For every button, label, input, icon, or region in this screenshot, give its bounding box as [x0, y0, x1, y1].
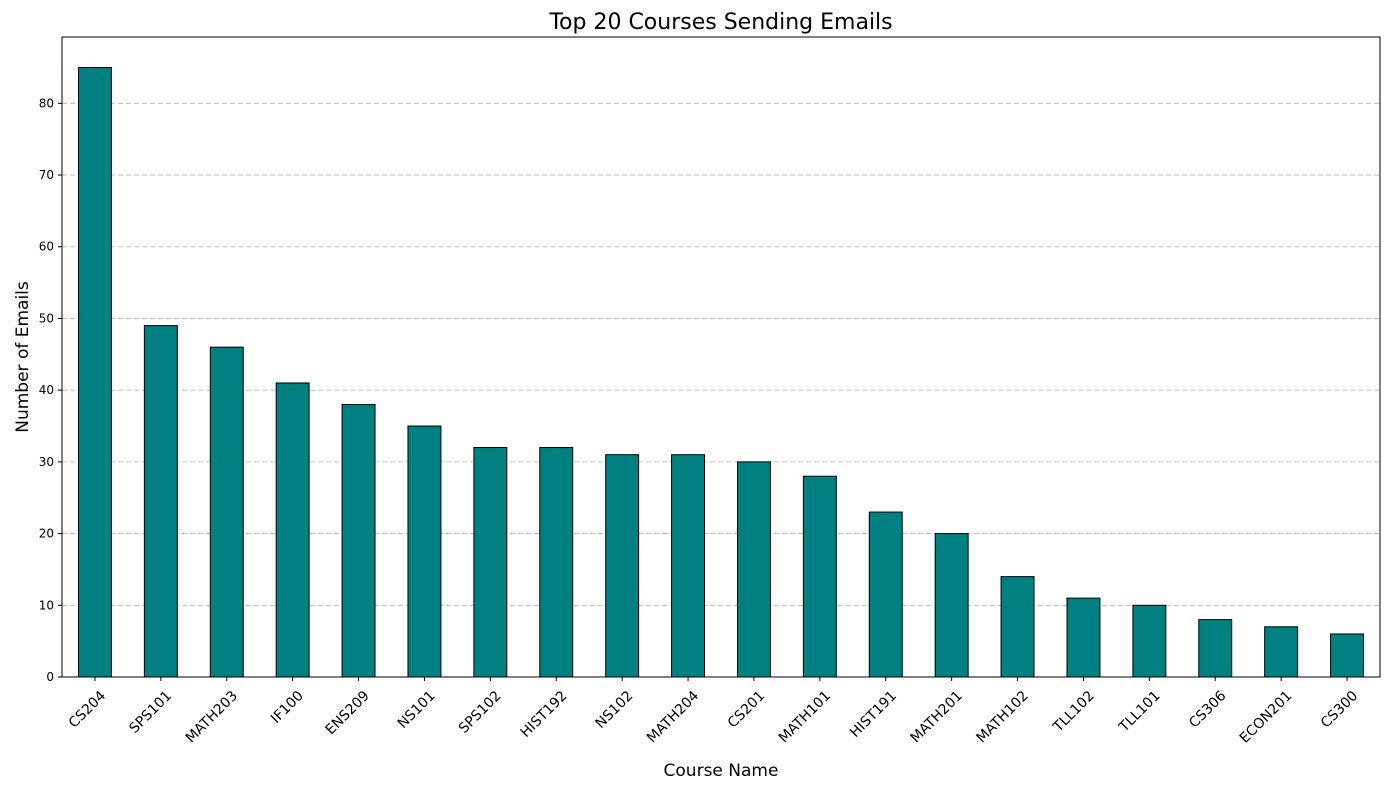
x-tick-label: CS204: [66, 688, 109, 731]
x-tick-label: ECON201: [1237, 688, 1296, 747]
bar-sps101: [143, 325, 178, 678]
bar-cs201: [736, 461, 771, 678]
x-tick-label: NS101: [395, 688, 439, 732]
bar-tll102: [1066, 597, 1101, 678]
x-tick-label: CS306: [1186, 688, 1229, 731]
y-tick-label: 60: [39, 240, 54, 254]
x-tick-label: HIST191: [847, 688, 900, 741]
x-tick-label: HIST192: [518, 688, 571, 741]
bar-math204: [671, 454, 706, 678]
bar-ns102: [605, 454, 640, 678]
bar-hist191: [868, 511, 903, 678]
chart-title: Top 20 Courses Sending Emails: [548, 10, 892, 35]
x-tick-label: MATH201: [908, 688, 966, 746]
y-tick-label: 20: [39, 527, 54, 541]
y-tick-label: 50: [39, 311, 54, 325]
y-axis: 0 10 20 30 40 50 60 70 80: [39, 96, 62, 684]
y-tick-label: 40: [39, 383, 54, 397]
bar-math101: [802, 475, 837, 678]
x-tick-label: SPS101: [126, 688, 175, 737]
bar-econ201: [1264, 626, 1299, 678]
y-tick-label: 30: [39, 455, 54, 469]
bar-math102: [1000, 576, 1035, 678]
x-tick-label: MATH101: [776, 688, 834, 746]
x-tick-label: IF100: [268, 688, 307, 727]
bars: [77, 66, 1365, 678]
x-tick-label: SPS102: [456, 688, 505, 737]
x-axis-title: Course Name: [664, 761, 779, 781]
x-tick-label: CS300: [1318, 688, 1361, 731]
x-tick-label: CS201: [725, 688, 768, 731]
bar-hist192: [539, 447, 574, 678]
bar-cs204: [77, 66, 112, 678]
x-tick-label: NS102: [592, 688, 636, 732]
x-tick-label: MATH102: [974, 688, 1032, 746]
y-tick-label: 70: [39, 168, 54, 182]
y-tick-label: 10: [39, 598, 54, 612]
bar-cs306: [1198, 619, 1233, 678]
bar-cs300: [1330, 633, 1365, 678]
y-axis-title: Number of Emails: [13, 281, 33, 433]
bar-tll101: [1132, 604, 1167, 678]
x-tick-label: ENS209: [323, 688, 373, 738]
bar-math203: [209, 346, 244, 678]
y-tick-label: 80: [39, 96, 54, 110]
bar-ens209: [341, 404, 376, 678]
bar-ns101: [407, 425, 442, 678]
x-axis: CS204 SPS101 MATH203 IF100 ENS209 NS101 SPS102…: [66, 677, 1361, 747]
bar-if100: [275, 382, 310, 678]
bar-sps102: [473, 447, 508, 678]
x-tick-label: TLL101: [1116, 688, 1164, 736]
y-tick-label: 0: [46, 670, 54, 684]
bar-math201: [934, 533, 969, 678]
plot-frame: [61, 36, 1381, 678]
gridlines: [62, 102, 1380, 606]
x-tick-label: MATH203: [183, 688, 241, 746]
x-tick-label: TLL102: [1050, 688, 1098, 736]
x-tick-label: MATH204: [644, 688, 702, 746]
